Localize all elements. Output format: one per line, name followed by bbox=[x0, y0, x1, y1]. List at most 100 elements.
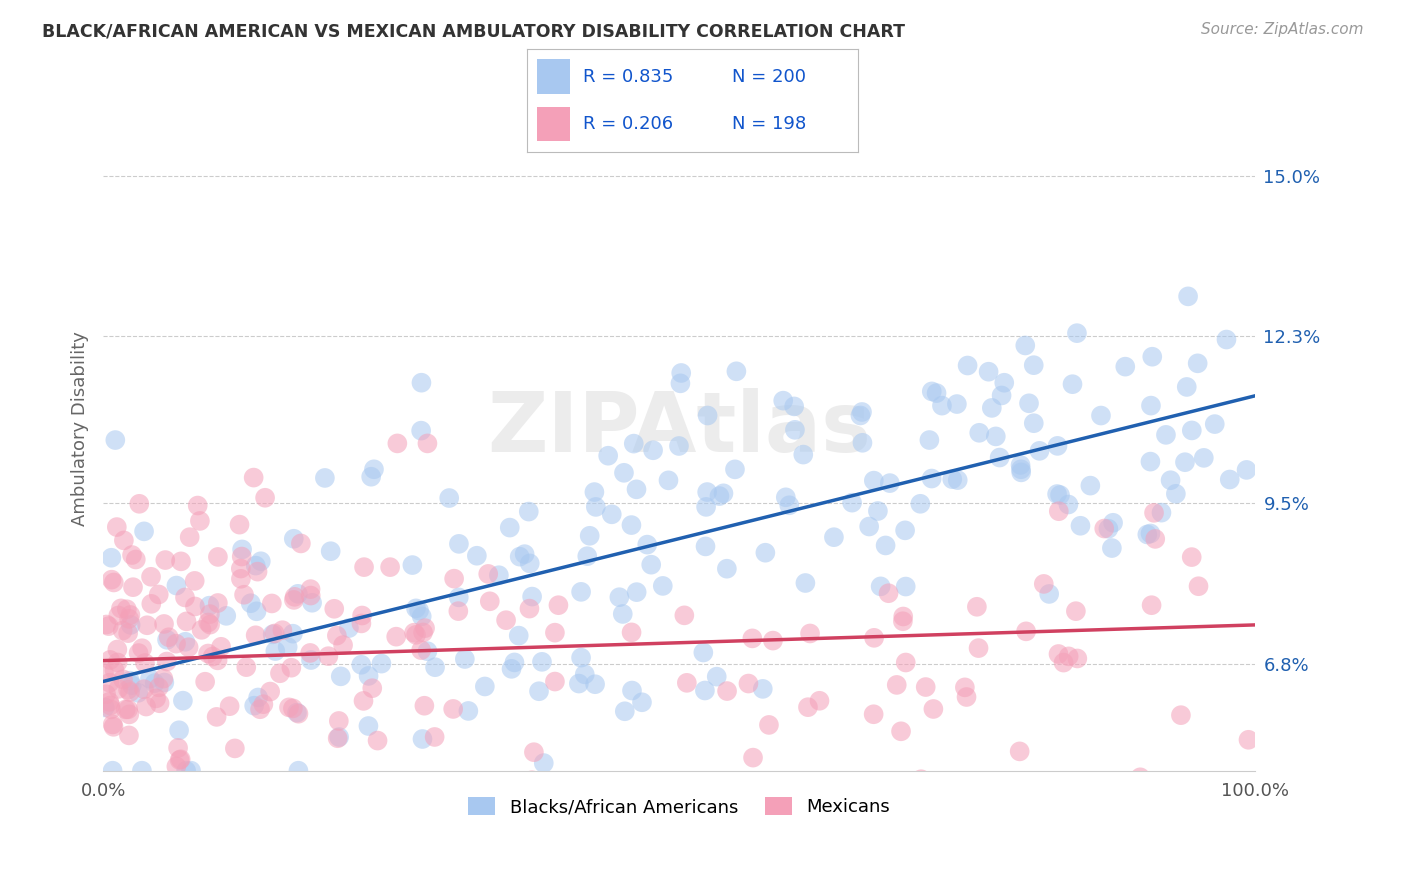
Point bbox=[148, 587, 170, 601]
Point bbox=[387, 436, 409, 450]
Point bbox=[98, 653, 121, 667]
Point bbox=[190, 623, 212, 637]
Point bbox=[350, 657, 373, 672]
Point bbox=[143, 676, 166, 690]
Point bbox=[104, 433, 127, 447]
Point bbox=[404, 625, 426, 640]
Point bbox=[696, 485, 718, 500]
Point bbox=[205, 710, 228, 724]
Point bbox=[1010, 462, 1032, 476]
Point bbox=[1101, 541, 1123, 555]
Point bbox=[243, 698, 266, 713]
Point bbox=[357, 719, 380, 733]
Point bbox=[1237, 732, 1260, 747]
Point bbox=[600, 508, 623, 522]
Point bbox=[378, 560, 401, 574]
Point bbox=[544, 625, 567, 640]
Point bbox=[657, 473, 679, 487]
Point bbox=[301, 596, 323, 610]
Point bbox=[626, 585, 648, 599]
Point bbox=[713, 486, 735, 500]
Point bbox=[103, 663, 125, 677]
Point bbox=[233, 588, 256, 602]
Point bbox=[772, 393, 794, 408]
Point bbox=[139, 672, 162, 686]
Point bbox=[131, 777, 153, 791]
Point bbox=[1038, 587, 1060, 601]
Point bbox=[118, 707, 141, 722]
Point bbox=[284, 590, 307, 604]
Point bbox=[862, 707, 884, 722]
Point bbox=[631, 695, 654, 709]
Point bbox=[891, 614, 914, 628]
Point bbox=[1057, 498, 1080, 512]
Point bbox=[620, 518, 643, 533]
Point bbox=[127, 686, 149, 700]
Point bbox=[1015, 624, 1038, 639]
Point bbox=[246, 565, 269, 579]
Point bbox=[651, 579, 673, 593]
Point bbox=[676, 676, 699, 690]
Point bbox=[198, 607, 221, 621]
Point bbox=[758, 718, 780, 732]
Point bbox=[101, 764, 124, 778]
Point bbox=[264, 644, 287, 658]
Point bbox=[280, 661, 302, 675]
Point bbox=[1057, 649, 1080, 664]
Point bbox=[585, 500, 607, 514]
Point bbox=[1114, 359, 1136, 374]
Point bbox=[988, 450, 1011, 465]
Point bbox=[1170, 708, 1192, 723]
Point bbox=[894, 580, 917, 594]
Point bbox=[523, 745, 546, 759]
Point bbox=[918, 433, 941, 447]
Point bbox=[1062, 377, 1084, 392]
Point bbox=[695, 500, 717, 514]
Point bbox=[706, 670, 728, 684]
Point bbox=[613, 704, 636, 718]
Point bbox=[891, 609, 914, 624]
Point bbox=[519, 601, 541, 615]
Point bbox=[411, 731, 433, 746]
Point bbox=[1090, 409, 1112, 423]
Text: BLACK/AFRICAN AMERICAN VS MEXICAN AMBULATORY DISABILITY CORRELATION CHART: BLACK/AFRICAN AMERICAN VS MEXICAN AMBULA… bbox=[42, 22, 905, 40]
Point bbox=[1047, 647, 1070, 661]
Point bbox=[329, 669, 352, 683]
Point bbox=[1046, 439, 1069, 453]
Point bbox=[454, 652, 477, 666]
Point bbox=[385, 630, 408, 644]
Point bbox=[955, 690, 977, 704]
Point bbox=[416, 436, 439, 450]
Point bbox=[180, 764, 202, 778]
Point bbox=[984, 429, 1007, 443]
Point bbox=[155, 553, 177, 567]
Point bbox=[179, 530, 201, 544]
Point bbox=[692, 646, 714, 660]
Point bbox=[218, 699, 240, 714]
Point bbox=[1174, 455, 1197, 469]
Point bbox=[96, 617, 118, 632]
Point bbox=[254, 491, 277, 505]
Point bbox=[184, 599, 207, 614]
Point bbox=[287, 764, 309, 778]
Point bbox=[447, 604, 470, 618]
Point bbox=[229, 561, 252, 575]
Point bbox=[115, 602, 138, 616]
Point bbox=[411, 643, 433, 657]
Point bbox=[488, 568, 510, 582]
Point bbox=[1049, 488, 1071, 502]
Point bbox=[1164, 487, 1187, 501]
Point bbox=[169, 752, 191, 766]
Point bbox=[278, 700, 301, 714]
Point bbox=[277, 640, 299, 654]
Point bbox=[1014, 338, 1036, 352]
Point bbox=[271, 624, 294, 638]
Point bbox=[1066, 651, 1088, 665]
Point bbox=[93, 793, 115, 807]
Point bbox=[578, 529, 600, 543]
Point bbox=[326, 629, 349, 643]
Point bbox=[621, 683, 644, 698]
Point bbox=[1018, 396, 1040, 410]
Point bbox=[724, 462, 747, 476]
Point bbox=[207, 596, 229, 610]
